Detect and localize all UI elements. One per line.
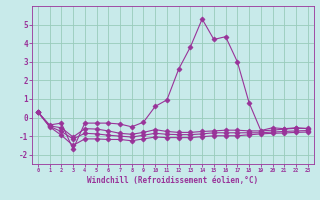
X-axis label: Windchill (Refroidissement éolien,°C): Windchill (Refroidissement éolien,°C) xyxy=(87,176,258,185)
